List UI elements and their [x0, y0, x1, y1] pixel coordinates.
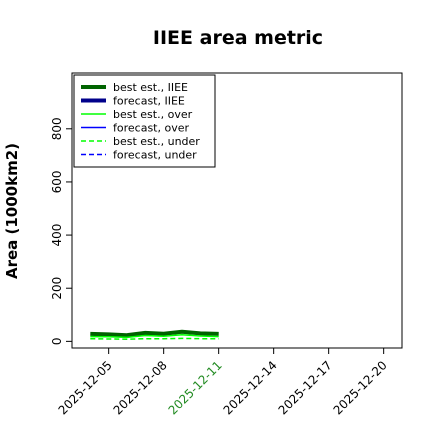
chart-title: IIEE area metric — [153, 27, 323, 49]
plot-lines — [90, 329, 219, 340]
y-tick-label: 400 — [50, 224, 64, 247]
legend-label: forecast, IIEE — [113, 95, 185, 108]
y-tick-label: 200 — [50, 277, 64, 300]
legend-label: best est., over — [113, 108, 193, 121]
x-tick-label: 2025-12-05 — [56, 358, 115, 417]
x-axis: 2025-12-052025-12-082025-12-112025-12-14… — [56, 348, 390, 417]
series-line — [90, 333, 219, 339]
x-tick-label: 2025-12-14 — [221, 358, 280, 417]
legend-label: forecast, under — [113, 149, 197, 162]
y-axis-label: Area (1000km2) — [3, 143, 21, 279]
legend-box — [73, 74, 216, 168]
series-line — [90, 337, 219, 340]
legend-label: forecast, over — [113, 122, 189, 135]
legend-label: best est., under — [113, 135, 200, 148]
x-tick-label: 2025-12-17 — [276, 358, 335, 417]
x-tick-label: 2025-12-20 — [331, 358, 390, 417]
x-tick-label: 2025-12-11 — [166, 358, 225, 417]
y-axis: 0 200 400 600 800 — [50, 117, 72, 345]
y-tick-label: 600 — [50, 170, 64, 193]
y-tick-label: 800 — [50, 117, 64, 140]
series-line — [90, 329, 219, 338]
y-tick-label: 0 — [50, 338, 64, 346]
plot-frame — [71, 72, 403, 349]
legend-label: best est., IIEE — [113, 81, 188, 94]
x-tick-label: 2025-12-08 — [111, 358, 170, 417]
